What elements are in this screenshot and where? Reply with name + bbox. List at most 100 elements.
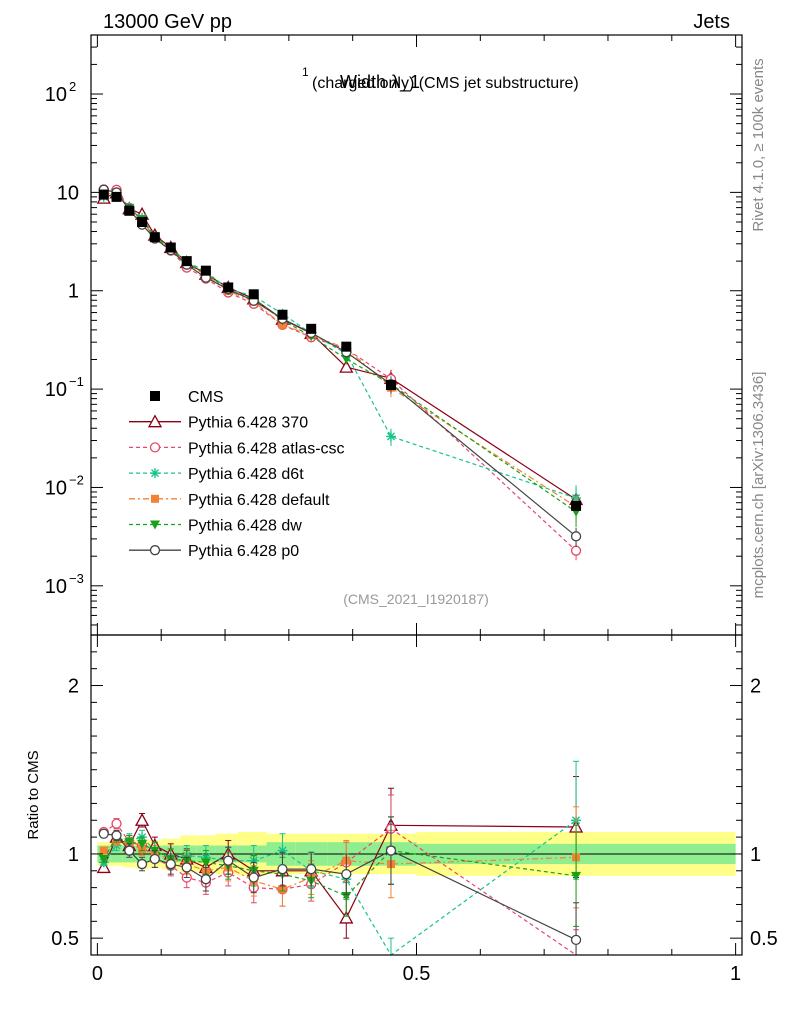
data-point xyxy=(341,354,352,364)
ratio-point xyxy=(248,872,259,883)
cms-data-point xyxy=(571,500,582,511)
legend-marker xyxy=(150,520,160,530)
legend-entry: Pythia 6.428 dw xyxy=(129,518,302,535)
analysis-id-label: (CMS_2021_I1920187) xyxy=(343,591,489,607)
ratio-y-tick-label: 1 xyxy=(68,844,79,866)
legend-marker xyxy=(151,494,159,503)
ratio-point xyxy=(124,845,135,856)
cms-data-point xyxy=(200,265,211,276)
y-tick-exponent: 2 xyxy=(69,79,76,94)
y-tick-label: 1 xyxy=(68,281,79,303)
x-tick-label: 1 xyxy=(730,963,741,985)
legend-label: Pythia 6.428 atlas-csc xyxy=(188,440,345,457)
cms-data-point xyxy=(341,341,352,352)
ratio-point xyxy=(277,863,288,875)
ratio-point xyxy=(385,845,397,856)
legend-label: Pythia 6.428 dw xyxy=(188,518,302,535)
ratio-y-tick-label: 0.5 xyxy=(51,928,79,950)
plot-title-superscript: 1 xyxy=(302,65,309,79)
legend-marker xyxy=(149,545,161,556)
ratio-point xyxy=(200,858,211,868)
legend-label: Pythia 6.428 d6t xyxy=(188,466,304,483)
ratio-point xyxy=(165,858,176,870)
cms-data-point xyxy=(385,380,396,391)
x-tick-label: 0.5 xyxy=(403,963,431,985)
ratio-point xyxy=(136,858,148,870)
cms-data-point xyxy=(137,216,148,227)
y-tick-label: 10 xyxy=(45,84,67,106)
ratio-point xyxy=(306,863,317,875)
cms-data-point xyxy=(277,309,288,320)
ratio-point xyxy=(111,830,122,841)
cms-data-point xyxy=(248,289,259,300)
legend: CMS Pythia 6.428 370 Pythia 6.428 atlas-cs… xyxy=(129,389,345,560)
y-tick-exponent: −3 xyxy=(69,571,84,586)
plot-title-main: Width λ_1 xyxy=(340,72,420,93)
legend-label: CMS xyxy=(188,389,224,406)
ratio-point xyxy=(98,828,109,839)
rivet-version-label: Rivet 4.1.0, ≥ 100k events xyxy=(750,58,767,231)
legend-marker xyxy=(149,442,161,453)
y-tick-exponent: −1 xyxy=(69,374,84,389)
ratio-y-tick-label-right: 2 xyxy=(750,676,761,698)
data-point xyxy=(570,531,582,542)
cms-data-point xyxy=(181,256,192,267)
ratio-point xyxy=(181,862,192,873)
ratio-point xyxy=(339,910,354,924)
cms-data-point xyxy=(124,205,135,216)
ratio-point xyxy=(223,855,234,866)
cms-data-point xyxy=(306,323,317,334)
header-energy-label: 13000 GeV pp xyxy=(103,11,232,33)
ratio-y-tick-label-right: 1 xyxy=(750,844,761,866)
ratio-point xyxy=(341,869,352,880)
y-tick-label: 10 xyxy=(45,477,67,499)
ratio-point xyxy=(277,845,288,856)
ratio-point xyxy=(149,853,160,865)
legend-label: Pythia 6.428 default xyxy=(188,492,330,509)
data-point xyxy=(339,359,354,373)
ratio-point xyxy=(134,812,150,826)
legend-label: Pythia 6.428 p0 xyxy=(188,543,299,560)
y-tick-exponent: −2 xyxy=(69,472,84,487)
x-tick-label: 0 xyxy=(92,963,103,985)
legend-cms-marker xyxy=(150,391,160,401)
legend-marker xyxy=(147,414,163,428)
ratio-y-tick-label: 2 xyxy=(68,676,79,698)
cms-data-point xyxy=(223,282,234,293)
series-ratio-5 xyxy=(98,816,582,956)
ratio-point xyxy=(570,934,582,945)
y-tick-label: 10 xyxy=(57,182,79,204)
cms-data-point xyxy=(165,242,176,253)
data-point xyxy=(385,431,396,442)
ratio-point xyxy=(200,874,212,885)
legend-entry: Pythia 6.428 default xyxy=(129,492,330,509)
legend-entry: CMS xyxy=(150,389,224,406)
ratio-point xyxy=(571,871,582,881)
legend-entry: Pythia 6.428 370 xyxy=(129,414,308,432)
ratio-y-tick-label-right: 0.5 xyxy=(750,928,778,950)
cms-data-point xyxy=(111,191,122,202)
ratio-y-axis-label: Ratio to CMS xyxy=(25,750,42,839)
ratio-point xyxy=(99,846,108,855)
plot-title-detail: (charged only) (CMS jet substructure) xyxy=(312,75,579,92)
legend-entry: Pythia 6.428 d6t xyxy=(129,466,304,483)
legend-entry: Pythia 6.428 p0 xyxy=(129,543,299,560)
data-point xyxy=(570,545,582,556)
cms-data-point xyxy=(98,189,109,200)
ratio-point xyxy=(98,855,109,864)
cms-data-series xyxy=(98,189,582,511)
legend-marker xyxy=(150,468,160,479)
mcplots-reference-label: mcplots.cern.ch [arXiv:1306.3436] xyxy=(750,372,767,599)
legend-entry: Pythia 6.428 atlas-csc xyxy=(129,440,345,457)
ratio-plot-panel: 0 0.5 1 2 2 1 1 0.5 0.5 xyxy=(51,634,778,985)
y-tick-label: 10 xyxy=(45,576,67,598)
legend-label: Pythia 6.428 370 xyxy=(188,415,308,432)
ratio-point xyxy=(137,839,148,849)
ratio-point xyxy=(111,818,122,829)
cms-data-point xyxy=(149,232,160,243)
header-category-label: Jets xyxy=(693,11,730,33)
y-tick-label: 10 xyxy=(45,379,67,401)
ratio-point xyxy=(124,838,135,848)
